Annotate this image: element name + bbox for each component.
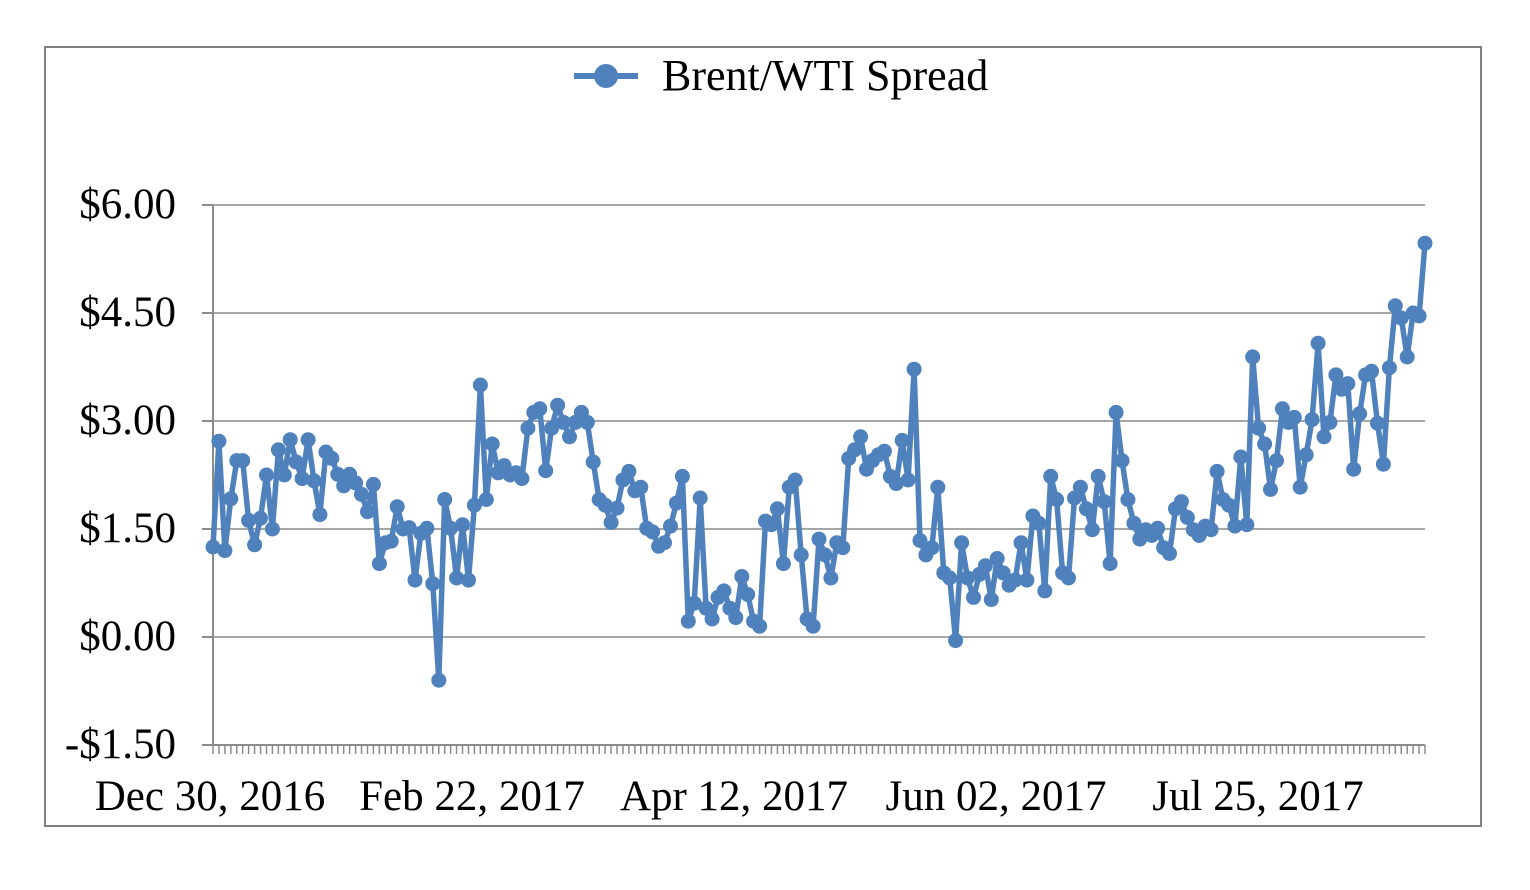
y-axis-label-0.00: $0.00 [79, 613, 176, 660]
y-axis-label-3.00: $3.00 [79, 397, 176, 444]
x-axis-label-dec30: Dec 30, 2016 [94, 773, 326, 820]
y-axis-label-neg-1.50: -$1.50 [64, 721, 176, 768]
figure-border [44, 46, 1482, 827]
x-axis-label-feb22: Feb 22, 2017 [359, 773, 585, 820]
legend-line-marker-icon [574, 64, 638, 88]
y-axis-label-1.50: $1.50 [79, 505, 176, 552]
x-axis-label-jun02: Jun 02, 2017 [885, 773, 1107, 820]
y-axis-label-6.00: $6.00 [79, 181, 176, 228]
legend-label: Brent/WTI Spread [662, 51, 989, 100]
y-axis-label-4.50: $4.50 [79, 289, 176, 336]
x-axis-label-apr12: Apr 12, 2017 [619, 773, 849, 820]
legend: Brent/WTI Spread [570, 48, 988, 104]
x-axis-label-jul25: Jul 25, 2017 [1152, 773, 1364, 820]
